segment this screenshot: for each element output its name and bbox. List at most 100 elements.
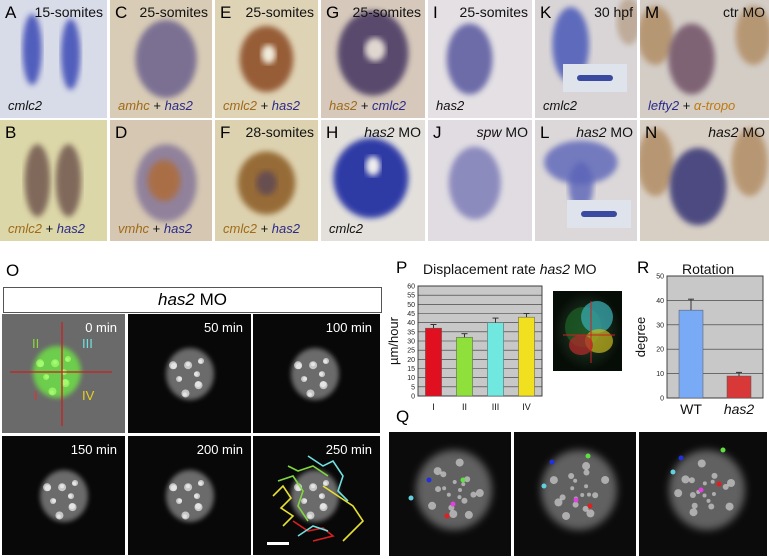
panel-o-title-rest: MO [194, 290, 227, 309]
panel-e-image [239, 25, 294, 93]
bar [726, 375, 752, 399]
panel-o-letter: O [6, 261, 20, 280]
timelapse-frame: 0 min I II III IV [2, 314, 125, 433]
panel-i-letter: I [433, 3, 438, 22]
panel-a-stage: 15-somites [34, 4, 103, 20]
tracking-frame [389, 432, 511, 556]
panel-a-image [22, 14, 81, 90]
panel-a: A 15-somites cmlc2 [0, 0, 107, 118]
panel-a-letter: A [5, 3, 17, 22]
caption-term: has2 [164, 98, 193, 113]
y-tick-label: 0 [660, 396, 664, 403]
y-tick-label: 25 [407, 348, 415, 355]
panel-c-image [135, 20, 197, 98]
panel-k-image [552, 0, 637, 83]
time-label: 150 min [70, 442, 117, 457]
panel-i: I 25-somites has2 [428, 0, 532, 118]
panel-i-stage: 25-somites [459, 4, 528, 20]
panel-f-stage: 28-somites [245, 124, 314, 140]
stage-rest: MO [606, 124, 633, 140]
caption-term: amhc [118, 98, 150, 113]
stage-gene: has2 [708, 124, 739, 140]
y-axis-label: µm/hour [388, 316, 401, 365]
caption-term: has2 [436, 98, 465, 113]
timelapse-frame: 200 min [128, 436, 251, 555]
panel-r-letter: R [637, 258, 650, 277]
tracked-cell-dot [698, 487, 704, 493]
time-label: 0 min [85, 320, 117, 335]
y-axis-label: degree [635, 317, 648, 357]
timelapse-frame-image [40, 470, 88, 522]
y-tick-label: 15 [407, 366, 415, 373]
tracked-cell-dot [408, 495, 414, 501]
timelapse-frame: 150 min [2, 436, 125, 555]
y-tick-label: 50 [407, 302, 415, 309]
tracked-cell-dot [541, 483, 547, 489]
panel-m-stage: ctr MO [723, 4, 765, 20]
panel-g-image [337, 10, 409, 96]
panel-m-caption: lefty2 + α-tropo [648, 99, 735, 112]
y-tick-label: 30 [407, 339, 415, 346]
quadrant-label-iii: III [82, 336, 93, 351]
stage-rest: MO [501, 124, 528, 140]
y-tick-label: 40 [656, 298, 664, 305]
bar [487, 322, 504, 397]
time-label: 100 min [325, 320, 372, 335]
y-tick-label: 5 [411, 384, 415, 391]
caption-term: cmlc2 [372, 98, 406, 113]
panel-q-letter: Q [396, 407, 410, 426]
tracked-cell-dot [716, 481, 722, 487]
panel-h-image [333, 138, 409, 219]
panel-h-letter: H [326, 123, 339, 142]
panel-g-stage: 25-somites [352, 4, 421, 20]
timelapse-frame: 250 min [253, 436, 380, 555]
y-tick-label: 60 [407, 284, 415, 291]
caption-term: cmlc2 [223, 221, 257, 236]
tracking-frame-image [669, 447, 745, 530]
caption-term: + [41, 221, 57, 236]
y-tick-label: 10 [656, 371, 664, 378]
timelapse-frame-image [10, 322, 112, 426]
panel-e: E 25-somites cmlc2 + has2 [215, 0, 318, 118]
y-tick-label: 40 [407, 320, 415, 327]
panel-p-letter: P [396, 258, 408, 277]
quadrant-label-ii: II [32, 336, 40, 351]
timelapse-frame-image [267, 455, 365, 545]
bar [518, 316, 535, 397]
time-label: 250 min [325, 442, 372, 457]
caption-term: α-tropo [693, 98, 736, 113]
panel-f-letter: F [220, 123, 231, 142]
caption-term: has2 [329, 98, 358, 113]
y-tick-label: 45 [407, 311, 415, 318]
tracking-frame [639, 432, 767, 556]
chart-r-rotation: 0 10 20 30 40 50 WT has2 degree [635, 274, 764, 417]
caption-term: vmhc [118, 221, 150, 236]
panel-m-letter: M [645, 3, 660, 22]
panel-c: C 25-somites amhc + has2 [110, 0, 212, 118]
panel-c-letter: C [115, 3, 128, 22]
panel-a-caption: cmlc2 [8, 99, 42, 112]
panel-i-caption: has2 [436, 99, 464, 112]
chart-p-title: Displacement rate has2 MO [423, 262, 597, 276]
panel-m-image [640, 5, 769, 95]
timelapse-frame-image [166, 470, 214, 522]
tracked-cell-dot [720, 447, 726, 453]
y-tick-label: 10 [407, 375, 415, 382]
tracked-cell-dot [585, 453, 591, 459]
stage-gene: has2 [364, 124, 395, 140]
y-tick-label: 30 [656, 322, 664, 329]
x-tick-label: IV [522, 402, 531, 412]
caption-term: + [149, 98, 165, 113]
chart-p-title-plain: Displacement rate [423, 261, 540, 277]
panel-c-caption: amhc + has2 [118, 99, 193, 112]
caption-term: has2 [163, 221, 193, 236]
panel-o-title-gene: has2 [158, 290, 195, 309]
panel-e-letter: E [220, 3, 232, 22]
y-tick-label: 55 [407, 293, 415, 300]
panel-j-letter: J [433, 123, 442, 142]
